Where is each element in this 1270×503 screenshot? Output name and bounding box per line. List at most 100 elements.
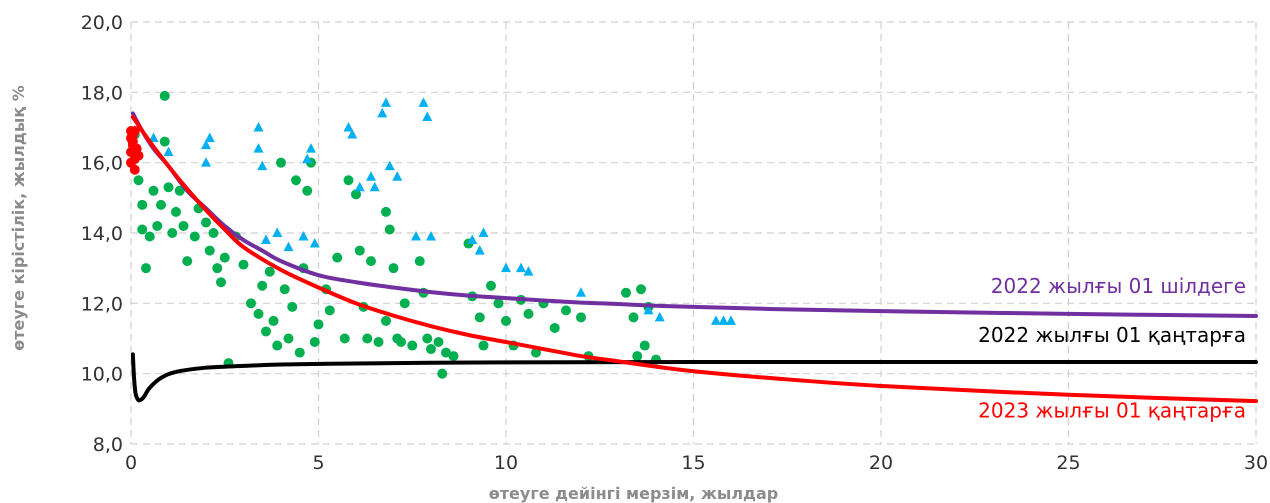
scatter-point-circle bbox=[478, 340, 489, 351]
scatter-point-circle bbox=[632, 351, 643, 362]
scatter-point-triangle bbox=[366, 171, 376, 181]
scatter-point-triangle bbox=[523, 266, 534, 276]
scatter-point-circle bbox=[621, 287, 631, 298]
scatter-point-triangle bbox=[377, 107, 388, 118]
scatter-point-triangle bbox=[272, 227, 283, 237]
scatter-point-circle bbox=[384, 224, 395, 235]
scatter-point-circle bbox=[486, 280, 496, 291]
scatter-point-circle bbox=[373, 337, 384, 348]
scatter-point-triangle bbox=[354, 181, 365, 192]
scatter-point-circle bbox=[381, 315, 391, 326]
scatter-point-circle bbox=[219, 252, 230, 263]
scatter-point-circle bbox=[174, 185, 185, 196]
scatter-point-circle bbox=[628, 312, 639, 323]
scatter-point-triangle bbox=[411, 231, 421, 241]
curve-line bbox=[130, 114, 1258, 404]
x-tick-labels: 0 5 10 15 20 25 30 bbox=[125, 452, 1268, 474]
x-tick-label: 20 bbox=[869, 452, 893, 474]
scatter-point-circle bbox=[171, 206, 181, 217]
scatter-point-triangle bbox=[306, 143, 316, 153]
scatter-point-circle bbox=[156, 199, 166, 210]
scatter-point-circle bbox=[576, 312, 586, 323]
scatter-point-circle bbox=[636, 284, 646, 295]
scatter-point-circle bbox=[257, 280, 268, 291]
scatter-point-circle bbox=[167, 228, 178, 238]
scatter-point-triangle bbox=[253, 122, 264, 132]
scatter-point-circle bbox=[362, 333, 373, 344]
scatter-point-circle bbox=[309, 337, 320, 348]
curve-label: 2022 жылғы 01 шілдеге bbox=[991, 274, 1246, 298]
yield-curves bbox=[130, 111, 1258, 404]
scatter-point-triangle bbox=[253, 143, 264, 153]
scatter-point-circle bbox=[313, 319, 324, 330]
scatter-point-triangle bbox=[163, 146, 174, 157]
scatter-point-circle bbox=[422, 333, 433, 344]
scatter-point-circle bbox=[399, 298, 410, 309]
scatter-point-circle bbox=[332, 252, 343, 263]
scatter-point-circle bbox=[343, 175, 354, 186]
x-tick-label: 10 bbox=[494, 452, 518, 474]
scatter-point-triangle bbox=[343, 122, 354, 132]
scatter-point-circle bbox=[141, 263, 151, 274]
scatter-point-circle bbox=[144, 231, 155, 242]
scatter-point-triangle bbox=[422, 111, 433, 121]
curve-label: 2023 жылғы 01 қаңтарға bbox=[978, 399, 1246, 423]
scatter-point-circle bbox=[381, 206, 391, 217]
scatter-point-circle bbox=[433, 337, 444, 348]
scatter-point-triangle bbox=[201, 157, 211, 167]
scatter-point-triangle bbox=[426, 231, 436, 241]
scatter-point-triangle bbox=[418, 97, 429, 107]
scatter-point-circle bbox=[264, 266, 275, 277]
scatter-point-circle bbox=[549, 322, 560, 333]
scatter-point-triangle bbox=[309, 238, 320, 248]
scatter-point-circle bbox=[261, 326, 271, 337]
scatter-point-circle bbox=[152, 220, 163, 231]
scatter-point-triangle bbox=[718, 315, 729, 325]
scatter-point-circle bbox=[182, 256, 193, 267]
scatter-point-triangle bbox=[643, 304, 654, 315]
curve-line bbox=[130, 352, 1258, 403]
scatter-point-circle bbox=[272, 340, 283, 351]
y-tick-label: 14,0 bbox=[81, 223, 123, 245]
scatter-point-circle bbox=[501, 315, 511, 326]
scatter-point-triangle bbox=[298, 231, 309, 241]
scatter-point-circle bbox=[159, 136, 170, 147]
scatter-point-triangle bbox=[381, 97, 391, 107]
y-tick-label: 12,0 bbox=[81, 293, 123, 315]
x-tick-label: 25 bbox=[1056, 452, 1080, 474]
scatter-point-circle bbox=[189, 231, 200, 242]
scatter-point-triangle bbox=[478, 227, 489, 237]
scatter-point-circle bbox=[159, 90, 170, 101]
scatter-point-circle bbox=[437, 368, 448, 379]
scatter-point-circle bbox=[133, 150, 144, 161]
x-tick-label: 0 bbox=[125, 452, 137, 474]
scatter-point-circle bbox=[523, 308, 534, 319]
scatter-point-circle bbox=[127, 129, 138, 140]
scatter-point-circle bbox=[388, 263, 399, 274]
scatter-point-triangle bbox=[711, 315, 721, 325]
scatter-point-circle bbox=[137, 224, 148, 235]
scatter-point-triangle bbox=[369, 181, 380, 192]
scatter-point-circle bbox=[396, 337, 406, 348]
scatter-point-triangle bbox=[392, 171, 403, 181]
scatter-point-circle bbox=[414, 256, 425, 267]
scatter-point-circle bbox=[287, 301, 298, 312]
scatter-point-circle bbox=[253, 308, 264, 319]
scatter-point-triangle bbox=[474, 245, 485, 255]
scatter-point-circle bbox=[291, 175, 301, 186]
scatter-point-triangle bbox=[501, 262, 511, 273]
curve-label: 2022 жылғы 01 қаңтарға bbox=[978, 323, 1246, 347]
y-tick-label: 18,0 bbox=[81, 82, 123, 104]
y-axis-title: өтеуге кірістілік, жылдық % bbox=[9, 85, 28, 351]
scatter-point-circle bbox=[339, 333, 350, 344]
scatter-point-circle bbox=[493, 298, 504, 309]
y-tick-labels: 8,0 10,0 12,0 14,0 16,0 18,0 20,0 bbox=[81, 12, 123, 456]
scatter-point-circle bbox=[133, 175, 144, 186]
x-tick-label: 15 bbox=[681, 452, 705, 474]
scatter-point-triangle bbox=[726, 315, 736, 325]
x-tick-label: 30 bbox=[1244, 452, 1268, 474]
y-tick-label: 16,0 bbox=[81, 153, 123, 175]
scatter-point-circle bbox=[474, 312, 485, 323]
scatter-point-circle bbox=[216, 277, 226, 288]
